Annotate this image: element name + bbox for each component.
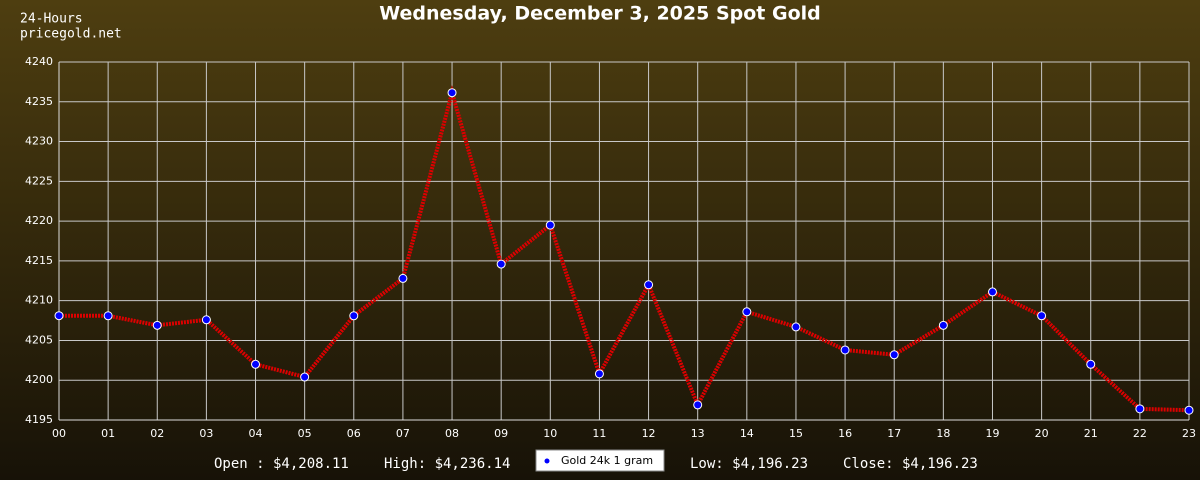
stat-text: Open : $4,208.11 — [214, 456, 349, 472]
data-point — [840, 345, 850, 355]
y-tick-label: 4210 — [25, 294, 53, 307]
x-tick-label: 03 — [199, 427, 213, 440]
data-point — [251, 359, 261, 369]
data-point — [496, 259, 506, 269]
x-tick-label: 16 — [838, 427, 852, 440]
legend-marker — [544, 458, 550, 464]
x-tick-label: 15 — [789, 427, 803, 440]
data-point — [644, 280, 654, 290]
legend-box — [535, 449, 665, 472]
subtitle: pricegold.net — [20, 27, 122, 42]
data-point — [54, 311, 64, 321]
data-point — [1184, 405, 1194, 415]
data-point — [791, 322, 801, 332]
x-tick-label: 12 — [642, 427, 656, 440]
data-point — [938, 320, 948, 330]
data-point — [201, 315, 211, 325]
x-tick-label: 09 — [494, 427, 508, 440]
stat-text: Low: $4,196.23 — [690, 456, 808, 472]
x-tick-label: 11 — [592, 427, 606, 440]
x-tick-label: 13 — [691, 427, 705, 440]
data-point — [1135, 404, 1145, 414]
data-point — [594, 369, 604, 379]
y-tick-label: 4235 — [25, 95, 53, 108]
data-point — [398, 273, 408, 283]
data-point — [349, 311, 359, 321]
data-point — [152, 320, 162, 330]
y-tick-label: 4225 — [25, 174, 53, 187]
x-tick-label: 02 — [150, 427, 164, 440]
y-tick-label: 4230 — [25, 135, 53, 148]
x-tick-label: 21 — [1084, 427, 1098, 440]
y-tick-label: 4200 — [25, 373, 53, 386]
x-tick-label: 04 — [249, 427, 263, 440]
x-tick-label: 06 — [347, 427, 361, 440]
data-point — [693, 400, 703, 410]
x-tick-label: 22 — [1133, 427, 1147, 440]
data-point — [103, 311, 113, 321]
stat-text: Close: $4,196.23 — [843, 456, 978, 472]
data-point — [889, 350, 899, 360]
legend-label: Gold 24k 1 gram — [561, 454, 653, 467]
stat-text: High: $4,236.14 — [384, 456, 510, 472]
data-point — [1037, 311, 1047, 321]
x-tick-label: 10 — [543, 427, 557, 440]
data-point — [742, 307, 752, 317]
data-point — [987, 287, 997, 297]
data-point — [300, 372, 310, 382]
x-tick-label: 01 — [101, 427, 115, 440]
x-tick-label: 08 — [445, 427, 459, 440]
x-tick-label: 14 — [740, 427, 754, 440]
y-tick-label: 4220 — [25, 214, 53, 227]
x-tick-label: 19 — [985, 427, 999, 440]
data-point — [545, 220, 555, 230]
y-tick-label: 4215 — [25, 254, 53, 267]
data-point — [1086, 359, 1096, 369]
x-tick-label: 17 — [887, 427, 901, 440]
subtitle: 24-Hours — [20, 12, 83, 27]
x-tick-label: 23 — [1182, 427, 1196, 440]
data-point — [447, 88, 457, 98]
y-tick-label: 4205 — [25, 333, 53, 346]
y-tick-label: 4240 — [25, 55, 53, 68]
chart-title: Wednesday, December 3, 2025 Spot Gold — [379, 3, 821, 25]
x-tick-label: 07 — [396, 427, 410, 440]
y-tick-label: 4195 — [25, 413, 53, 426]
x-tick-label: 00 — [52, 427, 66, 440]
x-tick-label: 18 — [936, 427, 950, 440]
x-tick-label: 20 — [1035, 427, 1049, 440]
x-tick-label: 05 — [298, 427, 312, 440]
